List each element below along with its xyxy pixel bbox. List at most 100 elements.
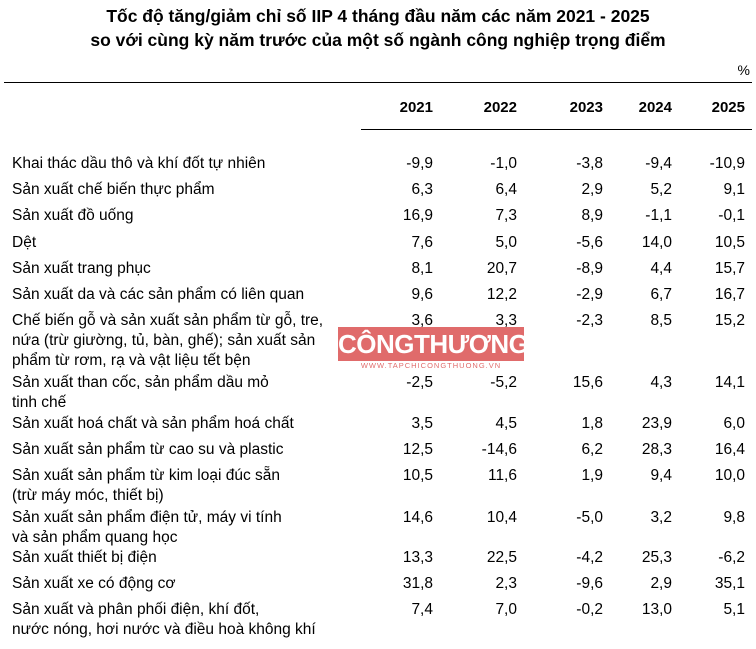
row-label: nước nóng, hơi nước và điều hoà không kh…	[12, 621, 316, 638]
table-cell-2023: 6,2	[581, 441, 603, 458]
table-cell-2024: 23,9	[641, 415, 672, 432]
table-cell-2025: 16,4	[714, 441, 745, 458]
table-cell-2023: 1,8	[581, 415, 603, 432]
table-cell-2021: -2,5	[406, 374, 433, 391]
table-cell-2022: 3,3	[495, 312, 517, 329]
table-cell-2021: 6,3	[411, 181, 433, 198]
table-cell-2022: -5,2	[490, 374, 517, 391]
table-cell-2021: 7,4	[411, 601, 433, 618]
row-label: Sản xuất trang phục	[12, 260, 151, 277]
column-header-2025: 2025	[711, 99, 745, 116]
table-cell-2024: -9,4	[645, 155, 672, 172]
row-label: Sản xuất sản phẩm từ kim loại đúc sẵn	[12, 467, 280, 484]
table-cell-2021: 7,6	[411, 234, 433, 251]
table-cell-2025: 5,1	[723, 601, 745, 618]
table-cell-2024: 28,3	[641, 441, 672, 458]
table-cell-2022: 4,5	[495, 415, 517, 432]
table-cell-2024: 14,0	[641, 234, 672, 251]
row-label: Sản xuất than cốc, sản phẩm dầu mỏ	[12, 374, 269, 391]
row-label: Sản xuất đồ uống	[12, 207, 134, 224]
table-cell-2022: 12,2	[486, 286, 517, 303]
title-line-1: Tốc độ tăng/giảm chỉ số IIP 4 tháng đầu …	[106, 6, 650, 26]
table-cell-2021: 12,5	[402, 441, 433, 458]
row-label: Sản xuất sản phẩm điện tử, máy vi tính	[12, 509, 282, 526]
table-cell-2024: 8,5	[650, 312, 672, 329]
table-cell-2024: 4,3	[650, 374, 672, 391]
table-cell-2025: -0,1	[718, 207, 745, 224]
table-cell-2024: 3,2	[650, 509, 672, 526]
table-cell-2021: -9,9	[406, 155, 433, 172]
table-cell-2021: 31,8	[402, 575, 433, 592]
table-cell-2025: 14,1	[714, 374, 745, 391]
table-cell-2022: -14,6	[481, 441, 517, 458]
table-cell-2023: -5,0	[576, 509, 603, 526]
table-cell-2023: -2,3	[576, 312, 603, 329]
table-cell-2024: 25,3	[641, 549, 672, 566]
column-header-2021: 2021	[399, 99, 433, 116]
row-label: tinh chế	[12, 394, 67, 411]
table-cell-2023: -9,6	[576, 575, 603, 592]
row-label: phẩm từ rơm, rạ và vật liệu tết bện	[12, 352, 251, 369]
watermark-url: WWW.TAPCHICONGTHUONG.VN	[360, 361, 502, 370]
row-label: Sản xuất sản phẩm từ cao su và plastic	[12, 441, 284, 458]
table-cell-2025: 15,7	[714, 260, 745, 277]
table-cell-2021: 16,9	[402, 207, 433, 224]
table-cell-2022: 6,4	[495, 181, 517, 198]
table-cell-2022: 7,0	[495, 601, 517, 618]
title-line-2: so với cùng kỳ năm trước của một số ngàn…	[90, 30, 666, 50]
table-cell-2024: 6,7	[650, 286, 672, 303]
unit-label: %	[737, 62, 750, 78]
row-label: Sản xuất da và các sản phẩm có liên quan	[12, 286, 305, 303]
table-cell-2025: 16,7	[714, 286, 745, 303]
table-cell-2022: 2,3	[495, 575, 517, 592]
table-title: Tốc độ tăng/giảm chỉ số IIP 4 tháng đầu …	[0, 4, 756, 52]
table-cell-2021: 9,6	[411, 286, 433, 303]
table-cell-2023: -5,6	[576, 234, 603, 251]
row-label: Chế biến gỗ và sản xuất sản phẩm từ gỗ, …	[12, 312, 324, 329]
row-label: nứa (trừ giường, tủ, bàn, ghế); sản xuất…	[12, 332, 316, 349]
header-rule	[361, 129, 752, 130]
row-label: Dệt	[12, 234, 37, 251]
table-cell-2023: -4,2	[576, 549, 603, 566]
top-rule	[4, 82, 752, 83]
table-cell-2021: 3,6	[411, 312, 433, 329]
table-cell-2023: -8,9	[576, 260, 603, 277]
row-label: Sản xuất xe có động cơ	[12, 575, 176, 592]
table-cell-2025: -6,2	[718, 549, 745, 566]
table-cell-2024: 4,4	[650, 260, 672, 277]
column-header-2024: 2024	[638, 99, 672, 116]
table-cell-2024: 9,4	[650, 467, 672, 484]
table-cell-2024: -1,1	[645, 207, 672, 224]
row-label: Sản xuất chế biến thực phẩm	[12, 181, 215, 198]
table-cell-2025: 35,1	[714, 575, 745, 592]
table-cell-2025: 10,0	[714, 467, 745, 484]
column-header-2023: 2023	[569, 99, 603, 116]
watermark-logo-text: CÔNGTHƯƠNG	[338, 327, 529, 361]
table-cell-2025: 9,8	[723, 509, 745, 526]
table-cell-2022: 5,0	[495, 234, 517, 251]
table-cell-2021: 13,3	[402, 549, 433, 566]
table-cell-2023: -3,8	[576, 155, 603, 172]
table-cell-2022: 7,3	[495, 207, 517, 224]
table-cell-2021: 3,5	[411, 415, 433, 432]
table-cell-2025: -10,9	[709, 155, 745, 172]
row-label: Sản xuất thiết bị điện	[12, 549, 157, 566]
table-cell-2021: 14,6	[402, 509, 433, 526]
row-label: Sản xuất hoá chất và sản phẩm hoá chất	[12, 415, 294, 432]
row-label: và sản phẩm quang học	[12, 529, 178, 546]
table-cell-2023: -2,9	[576, 286, 603, 303]
table-cell-2021: 10,5	[402, 467, 433, 484]
table-cell-2023: 1,9	[581, 467, 603, 484]
table-cell-2024: 2,9	[650, 575, 672, 592]
watermark: CÔNGTHƯƠNG WWW.TAPCHICONGTHUONG.VN	[338, 327, 529, 370]
table-cell-2024: 5,2	[650, 181, 672, 198]
table-cell-2024: 13,0	[641, 601, 672, 618]
table-cell-2023: 15,6	[572, 374, 603, 391]
table-cell-2021: 8,1	[411, 260, 433, 277]
table-cell-2023: -0,2	[576, 601, 603, 618]
row-label: (trừ máy móc, thiết bị)	[12, 487, 164, 504]
table-cell-2022: 10,4	[486, 509, 517, 526]
table-cell-2025: 9,1	[723, 181, 745, 198]
table-cell-2022: 20,7	[486, 260, 517, 277]
table-cell-2025: 10,5	[714, 234, 745, 251]
